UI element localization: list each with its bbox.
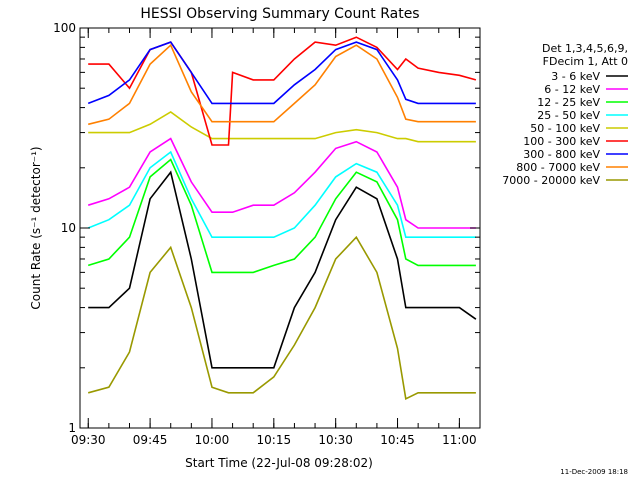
series-line-8 xyxy=(87,235,476,400)
legend-label-0: 3 - 6 keV xyxy=(551,70,600,83)
x-tick-label-3: 10:15 xyxy=(257,433,292,447)
x-tick-label-5: 10:45 xyxy=(380,433,415,447)
x-tick-label-2: 10:00 xyxy=(195,433,230,447)
legend-label-6: 300 - 800 keV xyxy=(523,148,600,161)
x-tick-label-6: 11:00 xyxy=(442,433,477,447)
legend: Det 1,3,4,5,6,9, FDecim 1, Att 0 3 - 6 k… xyxy=(502,42,628,187)
legend-label-2: 12 - 25 keV xyxy=(537,96,600,109)
legend-header-line-2: FDecim 1, Att 0 xyxy=(543,55,628,68)
axes-layer: 09:30 09:45 10:00 10:15 10:30 10:45 11:00 1 10 10… xyxy=(53,21,481,447)
y-tick-label-1: 10 xyxy=(61,221,76,235)
series-line-4 xyxy=(88,111,476,143)
series-line-6 xyxy=(87,41,476,105)
chart-title: HESSI Observing Summary Count Rates xyxy=(140,6,419,22)
legend-label-8: 7000 - 20000 keV xyxy=(502,174,600,187)
legend-label-7: 800 - 7000 keV xyxy=(516,161,600,174)
plot-layer xyxy=(87,36,477,400)
y-axis-label: Count Rate (s⁻¹ detector⁻¹) xyxy=(29,146,43,309)
legend-label-1: 6 - 12 keV xyxy=(544,83,600,96)
footer-date: 11-Dec-2009 18:18 xyxy=(560,468,628,476)
x-axis-label: Start Time (22-Jul-08 09:28:02) xyxy=(185,456,373,470)
y-tick-label-2: 100 xyxy=(53,21,76,35)
series-line-0 xyxy=(88,170,477,369)
x-tick-label-1: 09:45 xyxy=(133,433,168,447)
series-line-2 xyxy=(87,158,476,274)
x-tick-label-0: 09:30 xyxy=(71,433,106,447)
legend-label-4: 50 - 100 keV xyxy=(530,122,600,135)
y-tick-label-0: 1 xyxy=(68,421,76,435)
series-line-7 xyxy=(88,43,476,126)
series-line-3 xyxy=(87,150,476,238)
legend-header-line-1: Det 1,3,4,5,6,9, xyxy=(542,42,628,55)
series-line-1 xyxy=(87,137,476,229)
x-tick-label-4: 10:30 xyxy=(318,433,353,447)
legend-label-5: 100 - 300 keV xyxy=(523,135,600,148)
legend-label-3: 25 - 50 keV xyxy=(537,109,600,122)
